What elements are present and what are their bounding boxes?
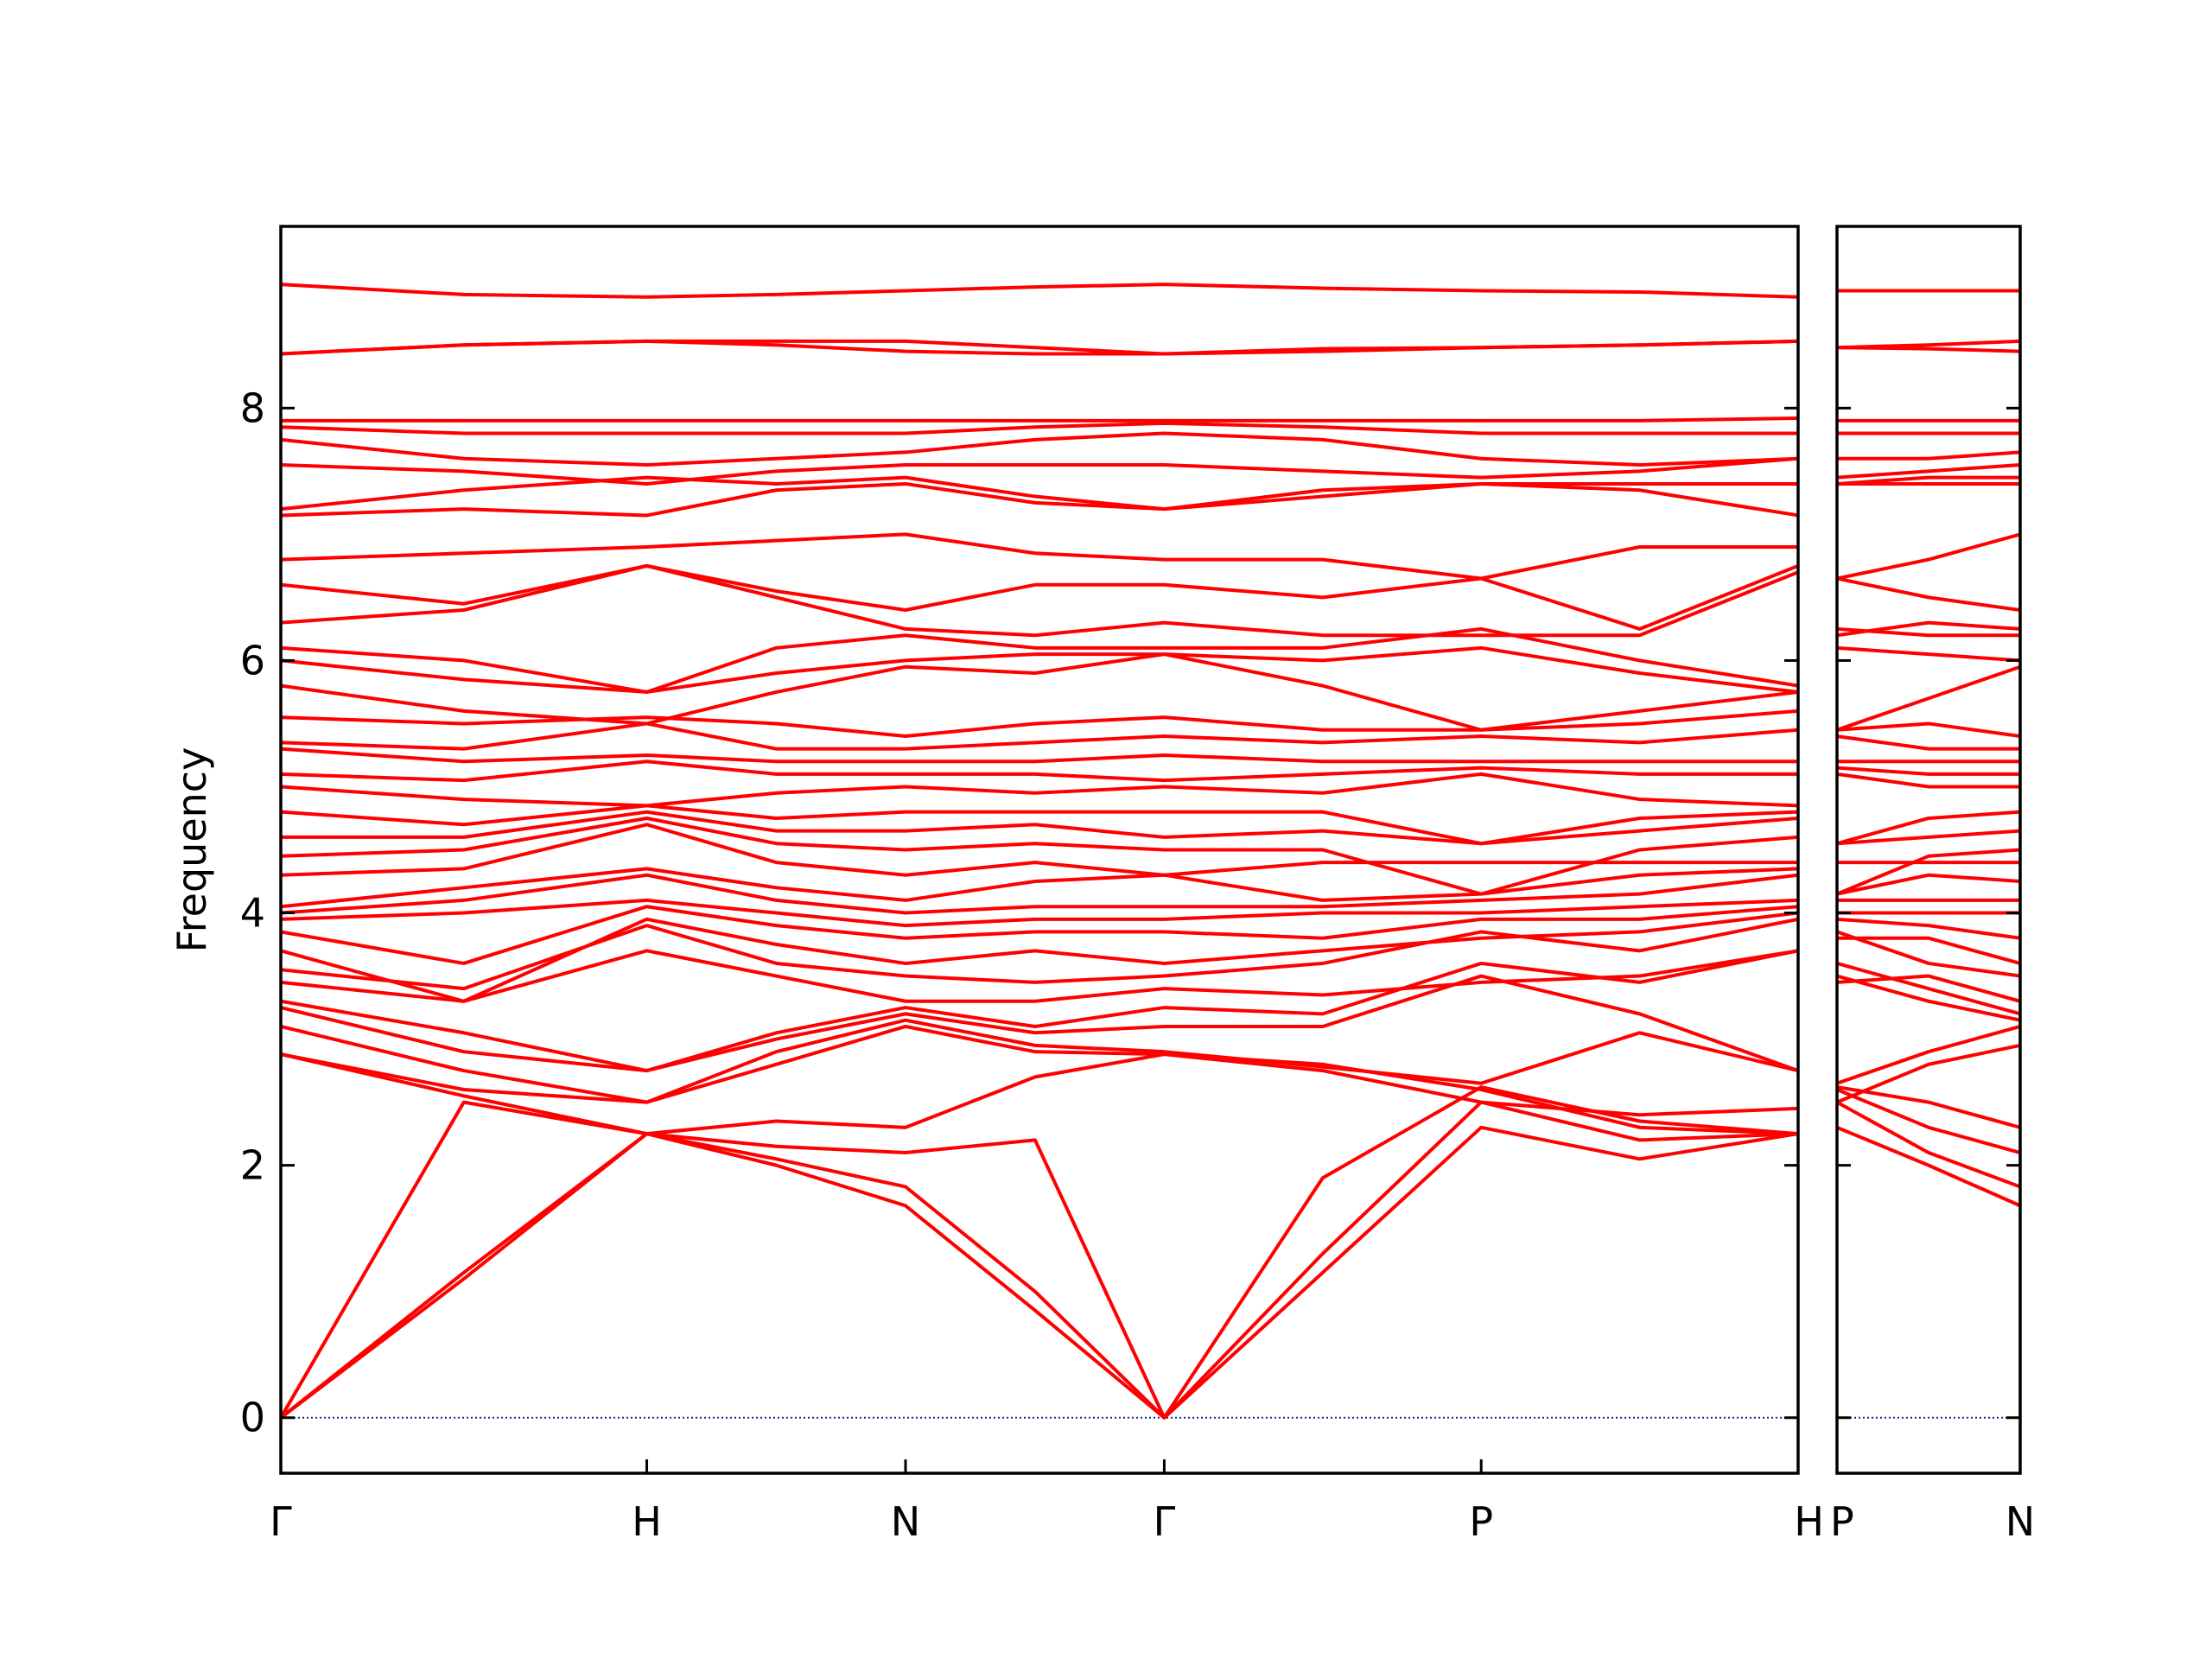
- band-line: [281, 456, 1798, 486]
- band-line: [281, 867, 1798, 909]
- band-line: [1837, 450, 2020, 461]
- band-line: [1837, 721, 2020, 739]
- plot-area: [281, 283, 1798, 1420]
- band-line: [281, 626, 1798, 694]
- band-line: [281, 1052, 1798, 1136]
- band-line: [281, 283, 1798, 299]
- x-tick-label: P: [1830, 1498, 1854, 1545]
- band-line: [1837, 339, 2020, 350]
- band-line: [281, 816, 1798, 896]
- band-line: [281, 416, 1798, 423]
- band-line: [281, 974, 1798, 1073]
- band-line: [281, 475, 1798, 512]
- band-line: [1837, 930, 2020, 978]
- y-axis-label: Frequency: [168, 747, 215, 953]
- band-line: [1837, 1043, 2020, 1104]
- band-line: [281, 898, 1798, 928]
- band-line: [281, 1018, 1798, 1104]
- band-line: [281, 949, 1798, 1073]
- band-line: [281, 532, 1798, 581]
- band-line: [281, 563, 1798, 638]
- band-line: [281, 823, 1798, 877]
- band-line: [1837, 645, 2020, 663]
- band-line: [281, 652, 1798, 732]
- band-line: [1837, 1088, 2020, 1154]
- band-line: [1837, 1085, 2020, 1129]
- band-line: [1837, 962, 2020, 1016]
- band-line: [1837, 766, 2020, 776]
- band-line: [1837, 810, 2020, 846]
- band-line: [281, 1125, 1798, 1420]
- y-tick-label: 2: [240, 1142, 265, 1189]
- band-line: [281, 772, 1798, 808]
- band-line: [281, 949, 1798, 1003]
- x-tick-label: H: [1794, 1498, 1824, 1545]
- band-line: [1837, 576, 2020, 612]
- band-line: [1837, 734, 2020, 751]
- axes-frame: [1835, 225, 2022, 1475]
- band-line: [281, 760, 1798, 783]
- band-line: [281, 431, 1798, 467]
- band-line: [1837, 620, 2020, 638]
- band-line: [1837, 917, 2020, 940]
- band-line: [281, 1024, 1798, 1117]
- band-line: [281, 563, 1798, 631]
- x-tick-label: N: [891, 1498, 920, 1545]
- band-line: [1837, 1025, 2020, 1085]
- band-line: [1837, 829, 2020, 846]
- y-tick-label: 4: [240, 890, 265, 937]
- axes-frame: [279, 225, 1800, 1475]
- band-line: [1837, 1125, 2020, 1208]
- band-line: [281, 721, 1798, 751]
- plot-area: [1837, 289, 2020, 1419]
- band-line: [281, 804, 1798, 846]
- band-line: [1837, 475, 2020, 486]
- band-line: [281, 911, 1798, 1003]
- x-tick-label: P: [1469, 1498, 1493, 1545]
- x-tick-label: Γ: [270, 1498, 292, 1545]
- band-line: [281, 1085, 1798, 1420]
- band-line: [1837, 873, 2020, 896]
- band-line: [1837, 936, 2020, 965]
- band-line: [1837, 974, 2020, 1022]
- x-tick-label: Γ: [1154, 1498, 1176, 1545]
- y-tick-label: 8: [240, 385, 265, 431]
- band-line: [281, 339, 1798, 356]
- band-line: [1837, 974, 2020, 1003]
- band-line: [281, 873, 1798, 915]
- y-tick-label: 0: [240, 1395, 265, 1441]
- band-line: [1837, 1100, 2020, 1189]
- band-line: [281, 1100, 1798, 1420]
- band-line: [281, 481, 1798, 518]
- band-line: [1837, 664, 2020, 732]
- band-line: [1837, 463, 2020, 480]
- y-tick-label: 6: [240, 637, 265, 683]
- band-line: [281, 810, 1798, 846]
- x-tick-label: N: [2005, 1498, 2035, 1545]
- band-line: [281, 645, 1798, 694]
- band-line: [281, 421, 1798, 435]
- band-line: [1837, 848, 2020, 896]
- x-tick-label: H: [632, 1498, 662, 1545]
- band-line: [281, 747, 1798, 764]
- band-line: [1837, 532, 2020, 581]
- band-line: [1837, 772, 2020, 789]
- band-line: [281, 905, 1798, 965]
